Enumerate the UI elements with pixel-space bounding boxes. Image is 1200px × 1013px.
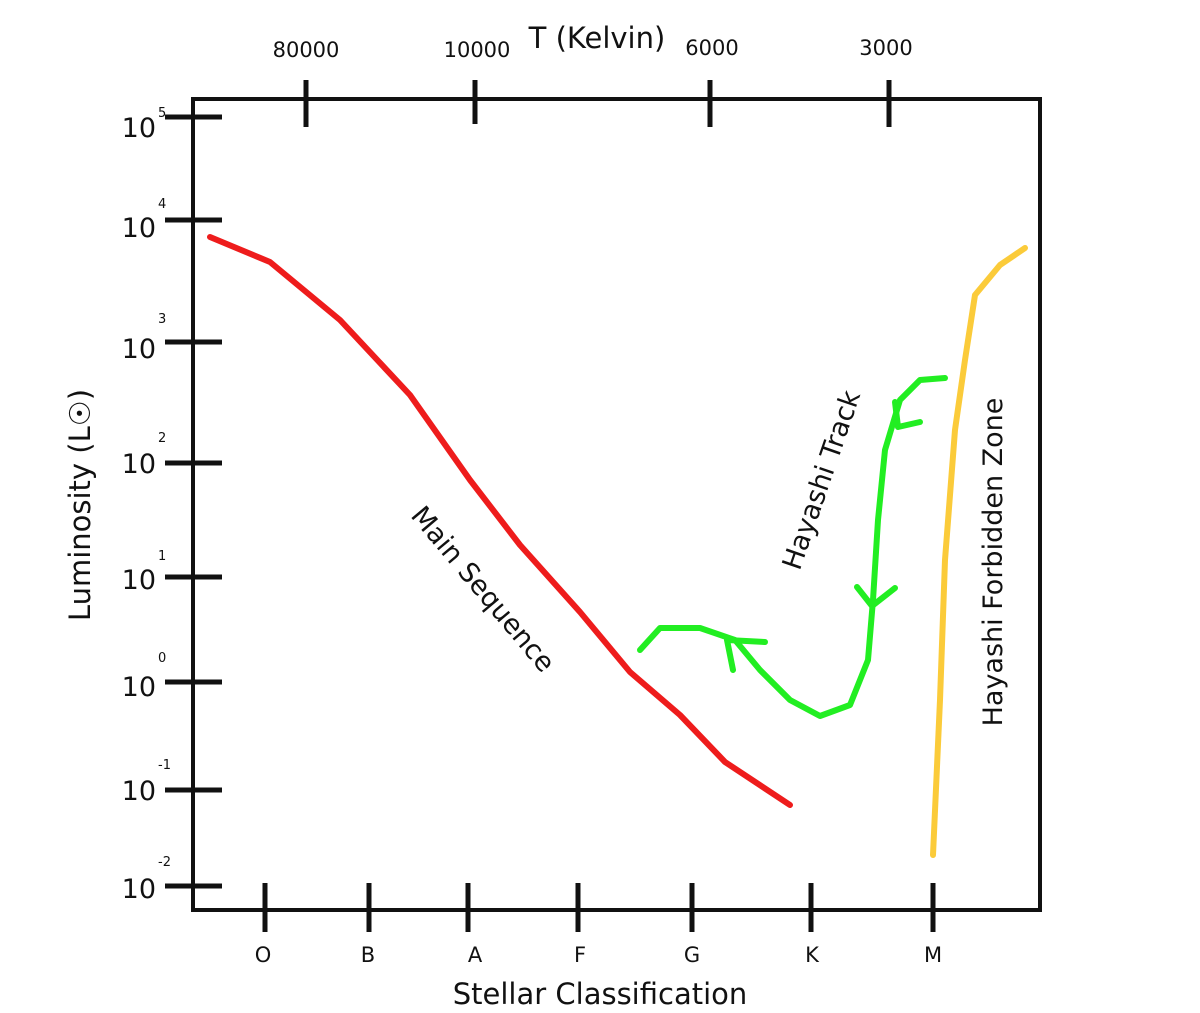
main-sequence-curve (207, 234, 793, 808)
bottom-tick-label: B (361, 943, 375, 967)
tick-base: 10 (122, 565, 156, 596)
tick-exponent: 4 (158, 197, 166, 212)
tick-exponent: -2 (158, 855, 171, 870)
tick-base: 10 (122, 334, 156, 365)
bottom-tick-label: F (574, 943, 586, 967)
arrowhead (854, 584, 898, 609)
bottom-ticks (262, 883, 936, 932)
tick-exponent: 3 (158, 312, 166, 327)
y-axis-title: Luminosity (L☉) (63, 389, 97, 621)
tick-exponent: 5 (158, 106, 166, 121)
tick-base: 10 (122, 672, 156, 703)
top-tick-label: 10000 (444, 38, 511, 62)
tick-exponent: 2 (158, 431, 166, 446)
tick-exponent: 0 (158, 651, 166, 666)
forbidden-zone-curve (930, 245, 1028, 858)
bottom-tick-label: O (255, 943, 272, 967)
hayashi-track-label: Hayashi Track (777, 386, 867, 574)
bottom-tick-label: G (684, 943, 700, 967)
hayashi-track (637, 375, 948, 719)
top-tick-label: 6000 (685, 36, 738, 60)
tick-base: 10 (122, 874, 156, 905)
tick-exponent: 1 (158, 549, 166, 564)
top-axis-title: T (Kelvin) (528, 21, 666, 55)
tick-base: 10 (122, 113, 156, 144)
tick-base: 10 (122, 449, 156, 480)
arrowhead (892, 399, 923, 430)
top-ticks (303, 80, 892, 127)
main-sequence-label: Main Sequence (404, 501, 560, 679)
forbidden-zone-label: Hayashi Forbidden Zone (978, 398, 1009, 727)
bottom-tick-label: M (924, 943, 942, 967)
bottom-tick-label: A (468, 943, 483, 967)
tick-base: 10 (122, 213, 156, 244)
plot-frame (191, 97, 1042, 912)
left-ticks (165, 114, 222, 889)
bottom-tick-label: K (805, 943, 820, 967)
arrowhead (724, 637, 768, 673)
left-tick-labels: 10 5 10 4 10 3 10 2 10 1 10 0 10 -1 10 -… (122, 106, 171, 905)
bottom-axis-title: Stellar Classification (453, 977, 748, 1011)
tick-exponent: -1 (158, 758, 171, 773)
top-tick-label: 80000 (273, 38, 340, 62)
tick-base: 10 (122, 776, 156, 807)
top-tick-label: 3000 (859, 36, 912, 60)
